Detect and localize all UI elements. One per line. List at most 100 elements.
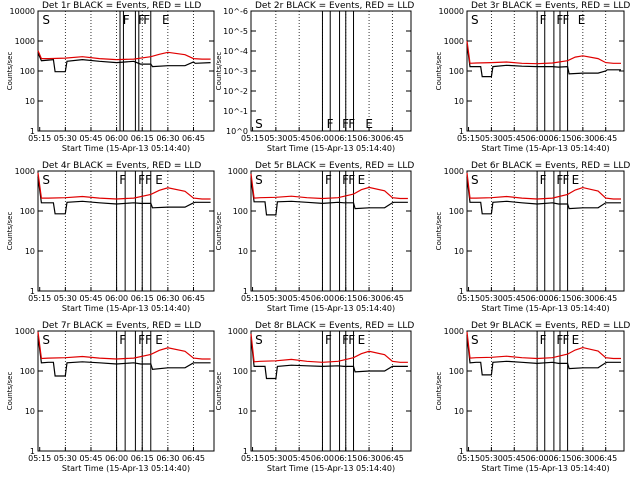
x-tick-label: 05:30: [480, 134, 503, 143]
y-axis-label: Counts/sec: [435, 52, 443, 91]
y-tick-label: 1000: [444, 167, 464, 176]
series-lld-line: [250, 173, 408, 200]
panel-title: Det 9r BLACK = Events, RED = LLD: [471, 321, 630, 331]
series-lld-line: [466, 331, 621, 360]
marker-label: F: [342, 173, 349, 187]
panel-title: Det 3r BLACK = Events, RED = LLD: [471, 1, 630, 11]
y-tick-label: 1: [459, 287, 464, 296]
marker-label: F: [145, 173, 152, 187]
x-tick-label: 05:30: [264, 454, 287, 463]
x-tick-label: 06:30: [571, 294, 594, 303]
x-tick-label: 06:15: [548, 454, 571, 463]
marker-label: S: [42, 173, 50, 187]
marker-label: F: [123, 13, 130, 27]
y-tick-label: 1000: [15, 327, 35, 336]
marker-label: S: [255, 173, 263, 187]
marker-label: F: [342, 333, 349, 347]
series-lld-line: [250, 333, 408, 363]
x-tick-label: 05:15: [241, 134, 264, 143]
x-tick-label: 06:15: [334, 454, 357, 463]
marker-label: F: [143, 13, 150, 27]
x-tick-label: 05:15: [28, 294, 51, 303]
x-tick-label: 06:45: [381, 294, 404, 303]
y-tick-label: 10: [454, 97, 464, 106]
marker-label: E: [365, 117, 373, 131]
series-lld-line: [466, 40, 621, 65]
series-events-line: [37, 177, 211, 215]
y-tick-label: 100: [449, 67, 464, 76]
series-events-line: [250, 178, 408, 216]
y-tick-label: 1: [30, 127, 35, 136]
marker-label: E: [358, 333, 366, 347]
x-tick-label: 06:45: [182, 294, 205, 303]
y-tick-label: 10^-4: [223, 47, 248, 56]
x-axis-label: Start Time (15-Apr-13 05:14:40): [481, 144, 609, 153]
x-axis-label: Start Time (15-Apr-13 05:14:40): [481, 464, 609, 473]
x-tick-label: 05:45: [503, 134, 526, 143]
plot-frame: [466, 10, 625, 132]
marker-label: F: [556, 173, 563, 187]
marker-label: F: [119, 173, 126, 187]
x-tick-label: 05:30: [264, 134, 287, 143]
x-tick-label: 05:45: [288, 134, 311, 143]
y-tick-label: 1000: [228, 327, 248, 336]
y-tick-label: 10: [454, 407, 464, 416]
plot-frame: [250, 330, 412, 452]
x-axis-label: Start Time (15-Apr-13 05:14:40): [62, 144, 190, 153]
y-axis-label: Counts/sec: [6, 52, 14, 91]
y-tick-label: 10: [238, 247, 248, 256]
y-tick-label: 100: [20, 67, 35, 76]
marker-label: F: [325, 333, 332, 347]
series-lld-line: [466, 172, 621, 200]
marker-label: E: [358, 173, 366, 187]
marker-label: F: [138, 333, 145, 347]
y-tick-label: 10^-5: [223, 27, 248, 36]
y-tick-label: 100: [233, 207, 248, 216]
x-tick-label: 06:45: [182, 134, 205, 143]
x-tick-label: 06:15: [548, 294, 571, 303]
x-tick-label: 06:15: [131, 294, 154, 303]
marker-label: F: [563, 173, 570, 187]
x-tick-label: 05:45: [79, 294, 102, 303]
x-tick-label: 06:30: [156, 134, 179, 143]
marker-label: S: [471, 13, 479, 27]
x-tick-label: 06:00: [105, 294, 128, 303]
series-events-line: [466, 43, 621, 78]
x-tick-label: 05:45: [288, 454, 311, 463]
y-tick-label: 1000: [15, 167, 35, 176]
x-tick-label: 06:00: [105, 134, 128, 143]
marker-label: S: [42, 333, 50, 347]
x-tick-label: 06:00: [311, 454, 334, 463]
plot-frame: [37, 330, 215, 452]
x-tick-label: 06:15: [131, 454, 154, 463]
y-tick-label: 1000: [444, 327, 464, 336]
panel-det-2: S F F F E10^010^-110^-210^-310^-410^-510^-60…: [215, 1, 414, 153]
marker-label: F: [327, 117, 334, 131]
panel-title: Det 6r BLACK = Events, RED = LLD: [471, 161, 630, 171]
x-tick-label: 06:45: [182, 454, 205, 463]
x-tick-label: 05:15: [28, 134, 51, 143]
x-tick-label: 06:30: [358, 134, 381, 143]
y-axis-label: Counts/sec: [435, 372, 443, 411]
x-tick-label: 05:30: [264, 294, 287, 303]
series-events-line: [466, 334, 621, 376]
y-axis-label: Counts/sec: [215, 52, 223, 91]
marker-label: S: [255, 117, 263, 131]
x-tick-label: 05:45: [79, 134, 102, 143]
x-tick-label: 05:45: [79, 454, 102, 463]
panel-title: Det 1r BLACK = Events, RED = LLD: [42, 1, 201, 11]
marker-label: S: [42, 13, 50, 27]
x-tick-label: 06:00: [526, 134, 549, 143]
y-tick-label: 10: [25, 247, 35, 256]
x-tick-label: 06:00: [526, 454, 549, 463]
y-tick-label: 1: [30, 287, 35, 296]
x-tick-label: 05:30: [480, 454, 503, 463]
y-tick-label: 10000: [439, 7, 464, 16]
plot-frame: [37, 170, 215, 292]
y-tick-label: 10: [454, 247, 464, 256]
x-tick-label: 06:00: [105, 454, 128, 463]
x-tick-label: 05:30: [54, 134, 77, 143]
